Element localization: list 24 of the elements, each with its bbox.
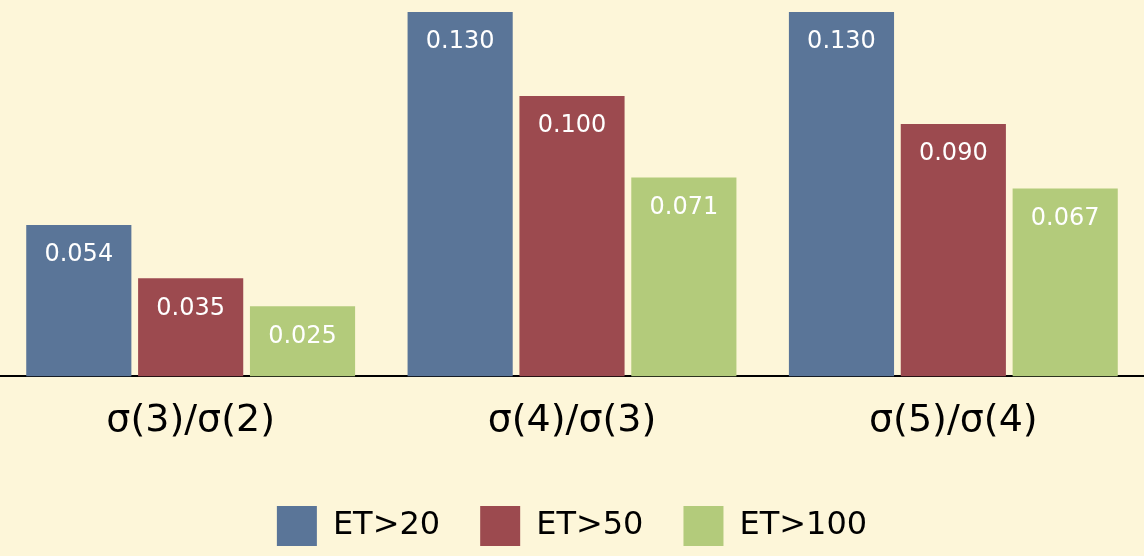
legend-label: ET>100	[739, 504, 868, 543]
legend-label: ET>50	[536, 504, 644, 543]
bar	[1012, 188, 1118, 377]
bar	[631, 177, 737, 377]
x-tick-label: σ(5)/σ(4)	[869, 396, 1038, 441]
data-label: 0.130	[425, 26, 495, 55]
data-label: 0.035	[156, 292, 226, 321]
data-label: 0.130	[807, 26, 876, 55]
bar	[138, 278, 244, 377]
x-tick-label: σ(3)/σ(2)	[106, 396, 275, 441]
bar	[26, 225, 132, 377]
bar	[407, 12, 513, 377]
data-label: 0.090	[918, 138, 988, 167]
data-label: 0.067	[1030, 202, 1100, 231]
legend-label: ET>20	[332, 504, 441, 543]
bar	[519, 96, 625, 377]
bar	[900, 124, 1006, 377]
x-tick-label: σ(4)/σ(3)	[487, 396, 657, 441]
bar	[249, 306, 356, 377]
bar	[788, 12, 895, 377]
data-label: 0.100	[537, 110, 607, 139]
data-label: 0.071	[649, 191, 719, 220]
data-label: 0.054	[44, 239, 114, 268]
data-label: 0.025	[268, 320, 337, 349]
